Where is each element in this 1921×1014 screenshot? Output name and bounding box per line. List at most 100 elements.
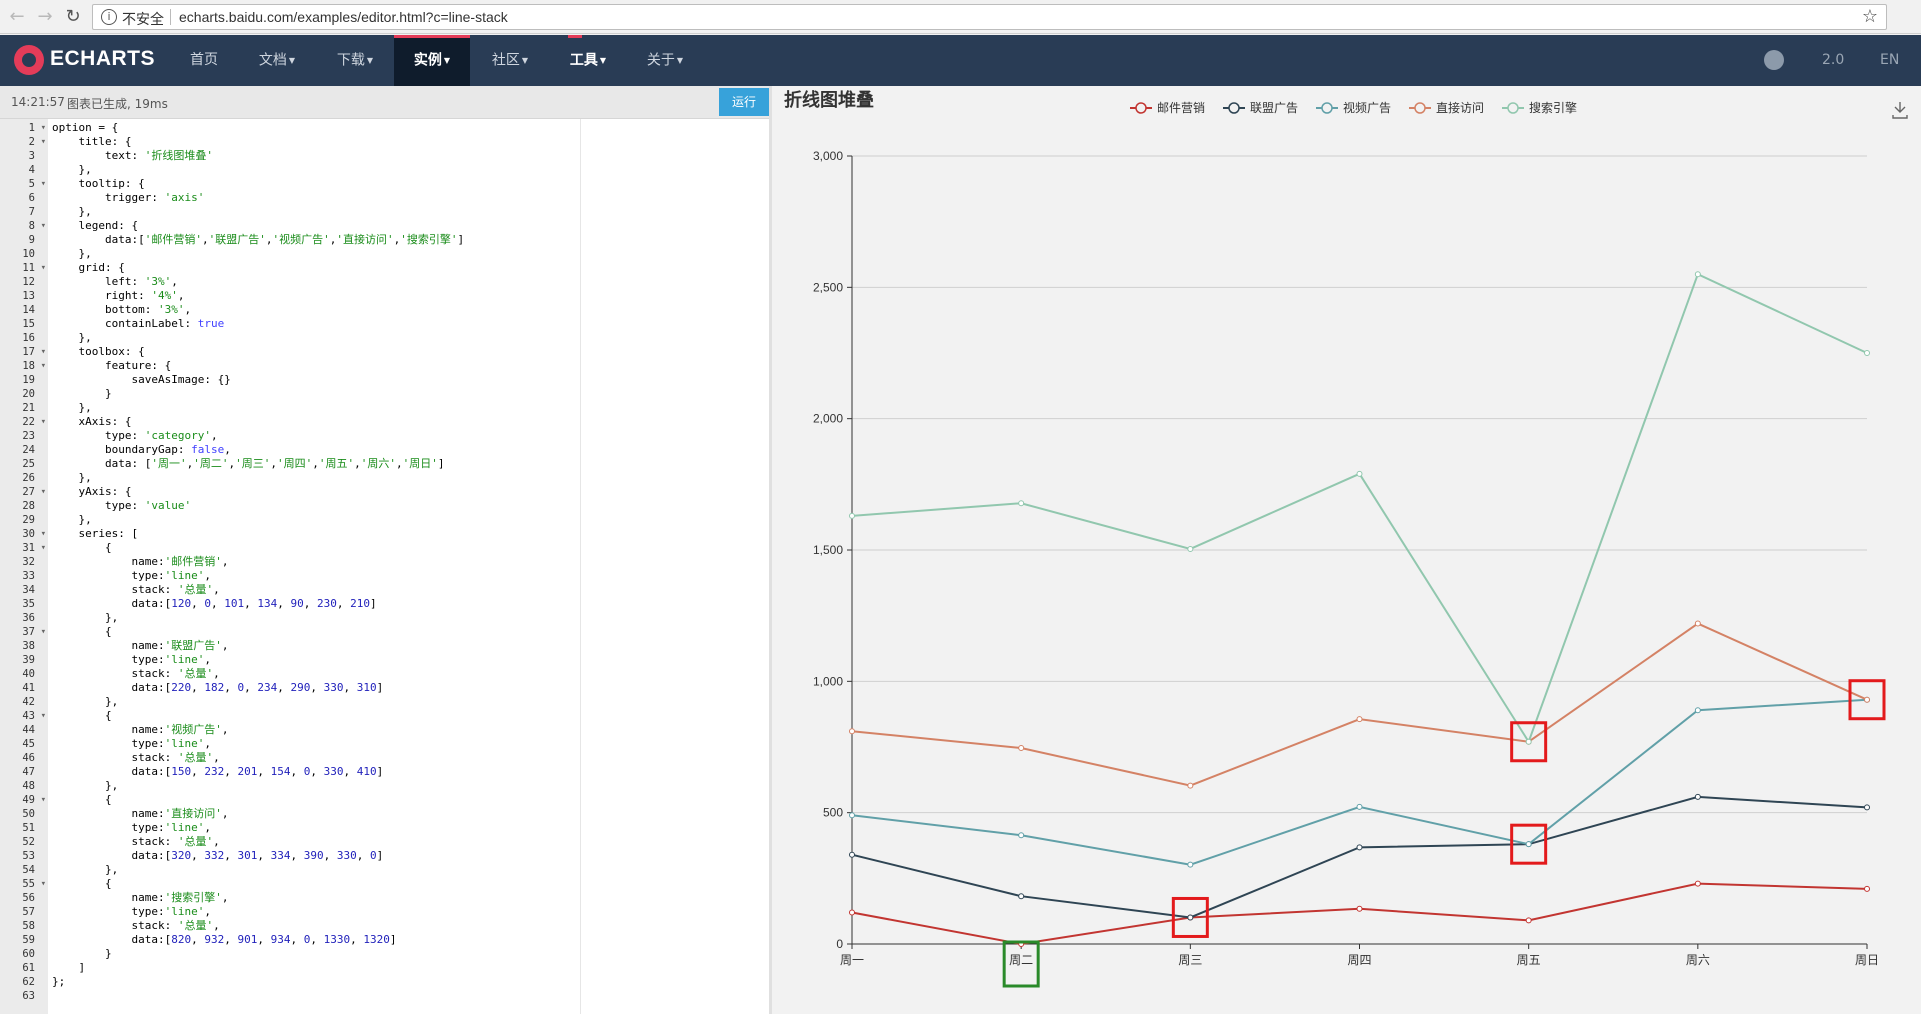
code-line[interactable]: boundaryGap: false, — [52, 443, 231, 456]
nav-item-home[interactable]: 首页 — [176, 35, 232, 86]
code-line[interactable]: data:[220, 182, 0, 234, 290, 330, 310] — [52, 681, 384, 694]
line-number[interactable]: 55 — [0, 877, 48, 891]
code-line[interactable]: name:'直接访问', — [52, 807, 229, 820]
code-line[interactable]: stack: '总量', — [52, 835, 220, 848]
code-line[interactable]: toolbox: { — [52, 345, 145, 358]
code-line[interactable]: data:[820, 932, 901, 934, 0, 1330, 1320] — [52, 933, 397, 946]
code-line[interactable]: type:'line', — [52, 821, 211, 834]
language-link[interactable]: EN — [1880, 52, 1900, 68]
code-line[interactable]: }; — [52, 975, 66, 988]
code-line[interactable]: text: '折线图堆叠' — [52, 149, 213, 162]
code-line[interactable]: xAxis: { — [52, 415, 132, 428]
code-line[interactable]: { — [52, 793, 112, 806]
info-icon[interactable]: i — [101, 9, 117, 25]
code-line[interactable]: }, — [52, 695, 119, 708]
code-line[interactable]: left: '3%', — [52, 275, 178, 288]
forward-icon[interactable]: → — [37, 6, 53, 27]
code-line[interactable]: saveAsImage: {} — [52, 373, 231, 386]
code-line[interactable]: }, — [52, 779, 119, 792]
code-line[interactable]: { — [52, 625, 112, 638]
line-number[interactable]: 1 — [0, 121, 48, 135]
code-line[interactable]: bottom: '3%', — [52, 303, 192, 316]
code-line[interactable]: data:[120, 0, 101, 134, 90, 230, 210] — [52, 597, 377, 610]
code-line[interactable]: option = { — [52, 121, 119, 134]
nav-item-about[interactable]: 关于 ▼ — [634, 35, 696, 86]
line-number[interactable]: 30 — [0, 527, 48, 541]
code-line[interactable]: yAxis: { — [52, 485, 132, 498]
code-line[interactable]: feature: { — [52, 359, 172, 372]
code-line[interactable]: trigger: 'axis' — [52, 191, 205, 204]
code-line[interactable]: right: '4%', — [52, 289, 185, 302]
code-line[interactable]: }, — [52, 611, 119, 624]
code-line[interactable]: name:'联盟广告', — [52, 639, 229, 652]
code-line[interactable]: stack: '总量', — [52, 751, 220, 764]
code-line[interactable]: type:'line', — [52, 653, 211, 666]
code-line[interactable]: }, — [52, 471, 92, 484]
panel-divider[interactable] — [769, 86, 772, 1014]
code-line[interactable]: }, — [52, 513, 92, 526]
code-line[interactable]: } — [52, 387, 112, 400]
code-line[interactable]: name:'邮件营销', — [52, 555, 229, 568]
code-line[interactable]: ] — [52, 961, 86, 974]
line-number[interactable]: 27 — [0, 485, 48, 499]
legend-item[interactable]: 联盟广告 — [1223, 101, 1298, 115]
legend-item[interactable]: 搜索引擎 — [1502, 100, 1577, 115]
legend-item[interactable]: 视频广告 — [1316, 100, 1391, 115]
line-number[interactable]: 17 — [0, 345, 48, 359]
code-line[interactable]: { — [52, 877, 112, 890]
version-link[interactable]: 2.0 — [1822, 52, 1845, 68]
line-number[interactable]: 8 — [0, 219, 48, 233]
github-icon[interactable] — [1764, 50, 1784, 70]
line-number[interactable]: 49 — [0, 793, 48, 807]
code-line[interactable]: type: 'value' — [52, 499, 192, 512]
code-line[interactable]: }, — [52, 163, 92, 176]
line-number[interactable]: 43 — [0, 709, 48, 723]
code-line[interactable]: title: { — [52, 135, 132, 148]
code-line[interactable]: type:'line', — [52, 569, 211, 582]
code-line[interactable]: type: 'category', — [52, 429, 218, 442]
line-number[interactable]: 2 — [0, 135, 48, 149]
bookmark-star-icon[interactable]: ☆ — [1861, 6, 1878, 27]
nav-item-community[interactable]: 社区 ▼ — [480, 35, 540, 86]
code-line[interactable]: type:'line', — [52, 737, 211, 750]
code-line[interactable]: grid: { — [52, 261, 125, 274]
line-number[interactable]: 5 — [0, 177, 48, 191]
code-line[interactable]: { — [52, 709, 112, 722]
nav-item-tools[interactable]: 工具 ▼ — [556, 35, 620, 86]
code-line[interactable]: stack: '总量', — [52, 919, 220, 932]
reload-icon[interactable]: ↻ — [65, 6, 81, 27]
legend-item[interactable]: 邮件营销 — [1130, 101, 1205, 115]
code-line[interactable]: data: ['周一','周二','周三','周四','周五','周六','周日… — [52, 457, 445, 470]
code-line[interactable]: }, — [52, 401, 92, 414]
address-bar[interactable]: i 不安全 echarts.baidu.com/examples/editor.… — [92, 4, 1887, 30]
code-line[interactable]: type:'line', — [52, 905, 211, 918]
back-icon[interactable]: ← — [9, 6, 25, 27]
code-line[interactable]: data:[320, 332, 301, 334, 390, 330, 0] — [52, 849, 384, 862]
code-line[interactable]: data:['邮件营销','联盟广告','视频广告','直接访问','搜索引擎'… — [52, 233, 465, 246]
code-line[interactable]: tooltip: { — [52, 177, 145, 190]
code-line[interactable]: stack: '总量', — [52, 583, 220, 596]
code-line[interactable]: series: [ — [52, 527, 139, 540]
code-line[interactable]: }, — [52, 205, 92, 218]
run-button[interactable]: 运行 — [719, 88, 769, 116]
nav-item-examples[interactable]: 实例 ▼ — [394, 35, 470, 86]
code-editor[interactable]: option = { title: { text: '折线图堆叠' }, too… — [48, 119, 769, 1014]
line-number[interactable]: 37 — [0, 625, 48, 639]
line-number[interactable]: 11 — [0, 261, 48, 275]
code-line[interactable]: }, — [52, 863, 119, 876]
code-line[interactable]: name:'搜索引擎', — [52, 891, 229, 904]
code-line[interactable]: }, — [52, 247, 92, 260]
code-line[interactable]: } — [52, 947, 112, 960]
code-line[interactable]: legend: { — [52, 219, 139, 232]
code-line[interactable]: }, — [52, 331, 92, 344]
code-line[interactable]: { — [52, 541, 112, 554]
legend-item[interactable]: 直接访问 — [1409, 100, 1484, 115]
code-line[interactable]: containLabel: true — [52, 317, 225, 330]
code-line[interactable]: name:'视频广告', — [52, 723, 229, 736]
line-number[interactable]: 31 — [0, 541, 48, 555]
code-line[interactable]: stack: '总量', — [52, 667, 220, 680]
line-number[interactable]: 22 — [0, 415, 48, 429]
nav-item-download[interactable]: 下载 ▼ — [324, 35, 386, 86]
code-line[interactable]: data:[150, 232, 201, 154, 0, 330, 410] — [52, 765, 384, 778]
url-text[interactable]: echarts.baidu.com/examples/editor.html?c… — [179, 9, 508, 25]
